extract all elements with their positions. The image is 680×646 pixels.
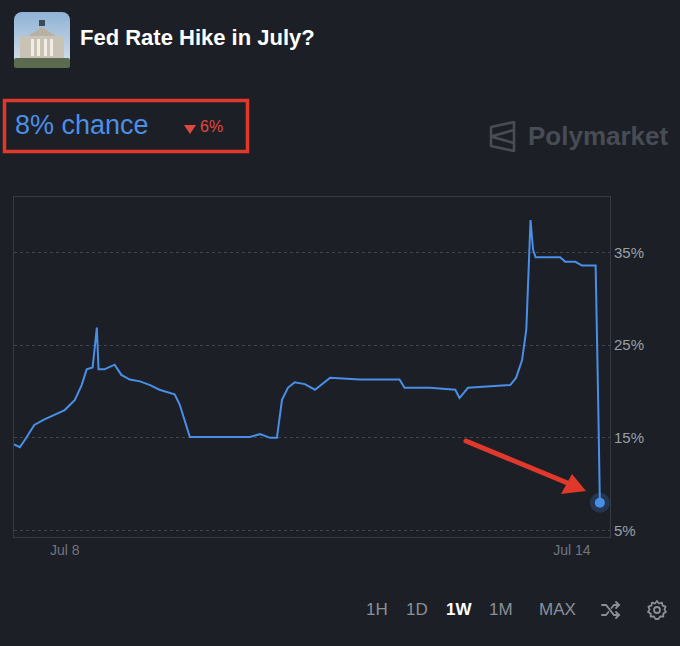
html-text:Fed Rate Hike in July?: Fed Rate Hike in July? bbox=[80, 25, 315, 50]
svg-text:Jul 8: Jul 8 bbox=[50, 542, 80, 558]
svg-text:35%: 35% bbox=[614, 244, 644, 261]
html-text:Polymarket: Polymarket bbox=[528, 121, 669, 151]
html-text:1H: 1H bbox=[366, 600, 388, 619]
svg-text:25%: 25% bbox=[614, 336, 644, 353]
html-text:6%: 6% bbox=[200, 118, 224, 135]
html-text:8% chance: 8% chance bbox=[15, 110, 149, 140]
svg-text:15%: 15% bbox=[614, 429, 644, 446]
svg-text:5%: 5% bbox=[614, 522, 636, 539]
html-text:1W: 1W bbox=[446, 600, 472, 619]
html-text:1M: 1M bbox=[489, 600, 513, 619]
svg-text:Jul 14: Jul 14 bbox=[553, 542, 591, 558]
html-text:1D: 1D bbox=[406, 600, 428, 619]
html-text:MAX: MAX bbox=[539, 600, 576, 619]
